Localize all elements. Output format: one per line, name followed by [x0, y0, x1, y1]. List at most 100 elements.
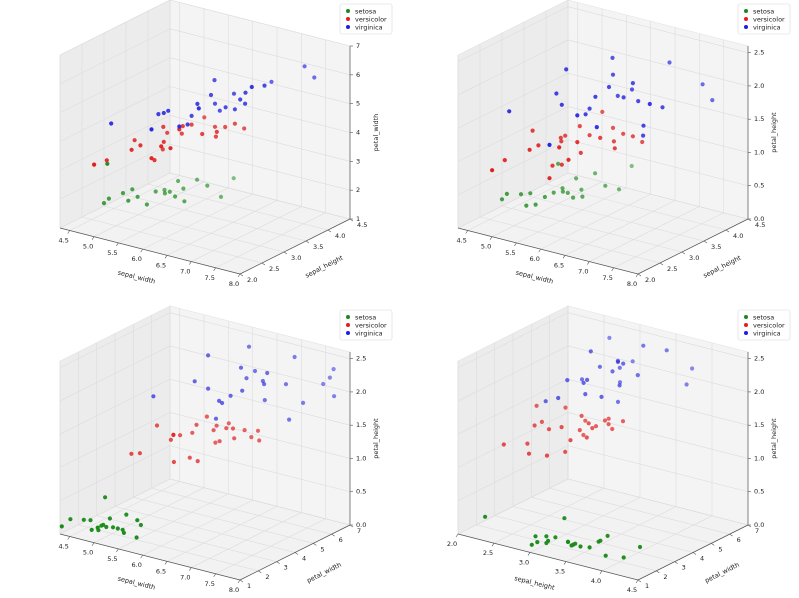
x-tick-mark: [67, 230, 70, 234]
series-setosa: [483, 514, 643, 560]
floor-gridline-y: [523, 194, 705, 242]
floor-gridline-y: [479, 216, 661, 264]
data-point-versicolor: [602, 418, 608, 423]
x-tick-label: 4.5: [59, 236, 69, 244]
x-tick-mark: [91, 236, 95, 240]
y-tick-label: 6: [339, 536, 343, 544]
data-point-versicolor: [226, 421, 231, 426]
data-point-versicolor: [577, 124, 582, 129]
data-point-virginica: [593, 94, 598, 99]
data-point-versicolor: [152, 158, 157, 163]
data-point-virginica: [208, 92, 214, 98]
data-point-virginica: [332, 394, 337, 399]
data-point-virginica: [556, 395, 561, 401]
floor-gridline-y: [549, 487, 730, 535]
y-tick-label: 4: [302, 555, 306, 563]
data-point-setosa: [89, 527, 94, 533]
data-point-setosa: [105, 161, 110, 166]
data-point-virginica: [213, 416, 219, 421]
back-gridline-z: [567, 412, 749, 459]
z-axis-label: petal_height: [770, 418, 778, 459]
data-point-versicolor: [606, 416, 611, 421]
y-tick-mark: [674, 561, 678, 564]
data-point-versicolor: [257, 438, 262, 443]
wall-gridline-z: [59, 28, 171, 85]
data-point-setosa: [560, 186, 565, 191]
wall-gridline-z: [457, 378, 569, 435]
x-tick-mark: [587, 261, 590, 265]
back-gridline-z: [169, 478, 351, 526]
data-point-versicolor: [579, 413, 584, 418]
data-point-virginica: [206, 386, 211, 391]
y-tick-mark: [747, 218, 752, 222]
x-tick-mark: [538, 248, 541, 253]
x-tick-label: 7.5: [603, 274, 613, 282]
x-tick-mark: [213, 267, 216, 271]
data-point-setosa: [103, 495, 108, 500]
y-tick-mark: [313, 543, 317, 546]
y-tick-label: 4.0: [335, 232, 345, 240]
x-tick-label: 7.0: [578, 268, 588, 276]
z-tick-label: 2.0: [754, 82, 764, 90]
legend-label-versicolor: versicolor: [753, 321, 785, 329]
data-point-virginica: [641, 133, 646, 138]
data-point-virginica: [212, 101, 218, 106]
data-point-versicolor: [171, 459, 176, 465]
data-point-virginica: [610, 55, 615, 61]
y-tick-label: 3.0: [291, 254, 301, 262]
y-tick-label: 3.5: [313, 243, 323, 251]
data-point-versicolor: [223, 124, 228, 130]
legend-label-virginica: virginica: [753, 329, 781, 337]
data-point-versicolor: [550, 163, 555, 168]
x-tick-mark: [116, 548, 119, 553]
y-axis-label: petal_width: [306, 561, 343, 585]
data-point-virginica: [161, 110, 166, 116]
back-gridline-z: [567, 172, 749, 220]
data-point-virginica: [667, 60, 672, 65]
data-point-setosa: [569, 543, 574, 548]
floor-gridline-y: [125, 194, 307, 242]
data-point-setosa: [96, 528, 101, 533]
data-point-virginica: [217, 398, 222, 403]
data-point-virginica: [607, 335, 612, 340]
data-point-setosa: [144, 202, 149, 207]
floor-gridline-x: [540, 193, 651, 250]
x-tick-label: 7.0: [180, 574, 190, 582]
data-point-versicolor: [92, 162, 97, 167]
wall-gridline-z: [457, 445, 569, 501]
x-tick-label: 7.0: [180, 268, 190, 276]
data-point-virginica: [629, 87, 635, 92]
x-axis-line: [59, 533, 241, 581]
z-tick-label: 5: [356, 100, 360, 108]
series-versicolor: [490, 109, 645, 181]
y-tick-label: 4: [700, 555, 704, 563]
data-point-versicolor: [178, 433, 183, 438]
data-point-versicolor: [544, 453, 550, 458]
data-point-virginica: [185, 122, 190, 127]
wall-gridline-z: [457, 412, 569, 468]
x-tick-label: 3.0: [519, 558, 529, 566]
x-axis-label: sepal_width: [117, 269, 156, 286]
wall-gridline-z: [457, 312, 569, 368]
data-point-virginica: [615, 358, 621, 363]
data-point-setosa: [138, 522, 143, 528]
data-point-virginica: [231, 91, 237, 96]
data-point-virginica: [554, 91, 559, 96]
data-point-virginica: [543, 399, 548, 404]
x-tick-mark: [237, 273, 241, 278]
data-point-versicolor: [195, 459, 200, 464]
data-point-virginica: [547, 142, 552, 147]
z-tick-label: 1.5: [754, 421, 764, 429]
data-point-setosa: [68, 517, 73, 522]
data-point-setosa: [578, 544, 583, 549]
x-tick-label: 4.5: [627, 586, 637, 594]
x-tick-mark: [611, 267, 614, 271]
data-point-versicolor: [129, 451, 134, 456]
floor-gridline-y: [494, 515, 675, 562]
data-point-versicolor: [530, 128, 535, 133]
data-point-versicolor: [558, 135, 563, 140]
data-point-versicolor: [501, 442, 506, 447]
y-tick-mark: [331, 533, 335, 537]
data-point-setosa: [580, 194, 585, 199]
